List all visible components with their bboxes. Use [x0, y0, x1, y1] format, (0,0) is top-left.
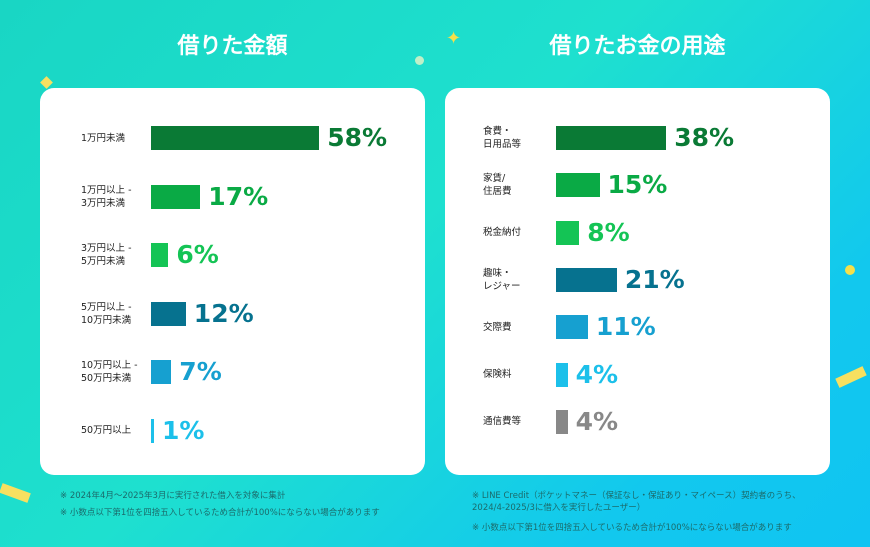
bar [151, 301, 186, 326]
right-note-1: ※ LINE Credit（ポケットマネー（保証なし・保証あり・マイペース）契約… [472, 491, 801, 513]
right-chart-title: 借りたお金の用途 [549, 34, 726, 59]
category-label: 5万円以上 - 10万円未満 [81, 301, 132, 326]
left-note-1: ※ 2024年4月～2025年3月に実行された借入を対象に集計 [60, 491, 286, 501]
confetti-decoration [40, 76, 53, 89]
value-label: 6% [176, 240, 219, 269]
confetti-decoration [845, 265, 855, 275]
category-label: 通信費等 [483, 416, 522, 428]
category-label: 1万円未満 [81, 132, 126, 144]
value-label: 4% [575, 406, 619, 436]
right-note-2: ※ 小数点以下第1位を四捨五入しているため合計が100%にならない場合があります [472, 523, 792, 533]
sparkle-decoration: ✦ [446, 28, 462, 49]
category-label: 10万円以上 - 50万円未満 [81, 360, 138, 384]
bar [151, 418, 154, 443]
bar [556, 220, 580, 245]
value-label: 17% [208, 181, 269, 211]
value-label: 4% [575, 359, 619, 389]
bar [556, 173, 600, 198]
bar [151, 184, 201, 209]
bar [556, 126, 667, 150]
confetti-decoration [0, 483, 31, 503]
value-label: 1% [162, 415, 205, 445]
value-label: 7% [179, 357, 222, 386]
category-label: 食費・ 日用品等 [483, 126, 522, 150]
confetti-decoration [835, 366, 867, 388]
value-label: 8% [587, 217, 630, 247]
value-label: 21% [624, 264, 685, 294]
bar [556, 315, 588, 340]
bar [151, 243, 169, 267]
left-note-2: ※ 小数点以下第1位を四捨五入しているため合計が100%にならない場合があります [60, 508, 380, 518]
category-label: 50万円以上 [81, 425, 132, 436]
category-label: 税金納付 [483, 227, 522, 239]
category-label: 趣味・ レジャー [483, 267, 521, 292]
right-chart-card: 食費・ 日用品等 38% 家賃/ 住居費 15% 税金納付 8% 趣味・ レジャー 21% 交際… [445, 88, 830, 475]
left-chart-title: 借りた金額 [177, 34, 288, 59]
value-label: 58% [327, 123, 388, 152]
category-label: 1万円以上 - 3万円未満 [81, 184, 132, 209]
confetti-decoration [415, 56, 424, 65]
bar [556, 267, 617, 292]
value-label: 12% [193, 298, 254, 328]
category-label: 3万円以上 - 5万円未満 [81, 243, 132, 267]
value-label: 11% [595, 312, 656, 342]
bar [556, 409, 568, 434]
bar [151, 126, 320, 150]
value-label: 15% [607, 170, 668, 200]
value-label: 38% [674, 123, 735, 152]
category-label: 交際費 [483, 321, 512, 333]
bar [556, 362, 568, 387]
category-label: 家賃/ 住居費 [483, 173, 512, 198]
bar [151, 360, 172, 384]
left-chart-card: 1万円未満 58% 1万円以上 - 3万円未満 17% 3万円以上 - 5万円未満 6% 5… [40, 88, 425, 475]
category-label: 保険料 [483, 369, 512, 380]
